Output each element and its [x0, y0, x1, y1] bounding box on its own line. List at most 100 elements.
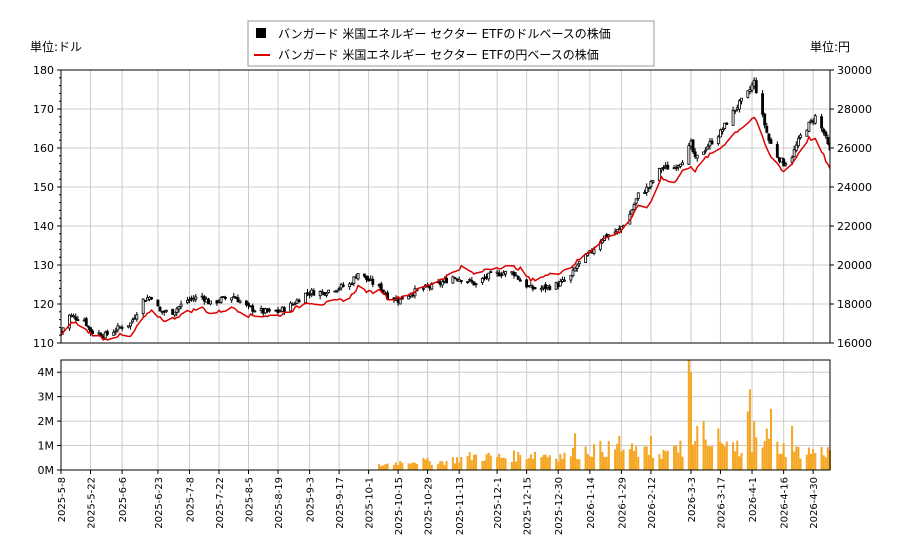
candle-body: [767, 133, 771, 141]
candle-body: [796, 137, 800, 147]
volume-bar: [504, 458, 507, 470]
candle-body: [194, 296, 198, 300]
volume-bar: [696, 426, 699, 470]
candle-body: [649, 181, 653, 187]
volume-bar: [769, 408, 773, 470]
volume-bar: [483, 460, 486, 470]
volume-bar: [687, 360, 690, 470]
candle-body: [362, 273, 366, 277]
right-tick-label: 16000: [837, 337, 872, 350]
legend-label-yen: バンガード 米国エネルギー セクター ETFの円ベースの株価: [278, 47, 599, 62]
candle-body: [647, 187, 651, 189]
volume-bar: [460, 457, 463, 470]
candle-body: [725, 122, 729, 125]
volume-frame: [60, 359, 831, 471]
candle-body: [746, 90, 750, 98]
volume-bar: [563, 452, 566, 470]
volume-bar: [593, 444, 596, 470]
candle-body: [765, 125, 769, 133]
candle-body: [223, 296, 227, 299]
volume-bar: [590, 456, 593, 470]
volume-bar: [782, 443, 785, 470]
volume-bar: [437, 464, 440, 470]
volume-bar: [430, 464, 433, 470]
candle-body: [678, 163, 682, 167]
left-tick-label: 110: [33, 337, 54, 350]
candle-body: [293, 303, 297, 306]
volume-bar: [472, 454, 475, 470]
volume-bar: [753, 421, 756, 470]
candle-body: [706, 146, 710, 150]
volume-bar: [384, 464, 387, 470]
volume-bar: [649, 435, 652, 470]
volume-bar: [614, 449, 617, 470]
volume-bar: [618, 435, 621, 470]
volume-bar: [755, 437, 758, 470]
candle-body: [514, 274, 518, 277]
volume-bar: [512, 450, 515, 470]
volume-bar: [392, 464, 395, 470]
x-tick-label: 2025-9-17: [335, 477, 346, 529]
candle-body: [691, 139, 695, 153]
volume-bar: [736, 440, 739, 470]
right-tick-label: 28000: [837, 103, 872, 116]
volume-bar: [502, 457, 505, 470]
candle-body: [824, 131, 828, 137]
x-tick-label: 2025-8-5: [245, 477, 256, 522]
candle-body: [504, 270, 507, 275]
volume-bar: [761, 447, 764, 470]
volume-bar: [481, 460, 484, 470]
volume-bar: [394, 462, 398, 470]
volume-bar: [805, 454, 808, 470]
candle-body: [525, 279, 529, 288]
candle-body: [826, 137, 830, 144]
volume-bar: [548, 455, 551, 470]
volume-bar: [791, 426, 794, 470]
volume-bar: [780, 453, 783, 470]
volume-bar: [401, 462, 404, 470]
candle-body: [156, 299, 160, 307]
price-plot-area: [60, 69, 831, 344]
candle-body: [164, 310, 168, 313]
volume-bar: [487, 452, 490, 470]
volume-bar: [692, 444, 695, 470]
candle-body: [569, 275, 573, 281]
volume-bar: [643, 446, 646, 470]
x-tick-label: 2026-4-1: [748, 477, 759, 522]
candle-body: [487, 272, 491, 280]
volume-bar: [515, 461, 518, 470]
x-tick-label: 2026-4-30: [809, 477, 820, 529]
candle-body: [129, 322, 132, 327]
volume-bar: [607, 441, 610, 470]
volume-bar: [666, 450, 669, 470]
x-tick-label: 2025-7-8: [186, 477, 197, 522]
volume-bar: [795, 446, 798, 470]
volume-bar: [571, 447, 574, 470]
volume-bar: [378, 463, 381, 470]
candle-body: [114, 330, 118, 333]
x-tick-label: 2025-12-30: [554, 477, 565, 535]
candle-body: [253, 310, 257, 313]
candle-body: [466, 281, 470, 283]
legend: バンガード 米国エネルギー セクター ETFのドルベースの株価 バンガード 米国…: [247, 20, 655, 67]
candle-body: [782, 158, 786, 167]
candle-body: [76, 319, 80, 321]
volume-bar: [721, 443, 724, 470]
candle-body: [731, 109, 735, 126]
candle-body: [91, 330, 95, 334]
volume-bar: [725, 441, 728, 470]
volume-bar: [426, 457, 429, 470]
volume-bar: [557, 461, 560, 470]
volume-bar: [531, 458, 534, 470]
volume-bar: [527, 458, 530, 470]
legend-label-dollar: バンガード 米国エネルギー セクター ETFのドルベースの株価: [278, 26, 611, 41]
volume-bar: [576, 458, 579, 470]
candle-body: [341, 284, 345, 287]
candle-body: [325, 293, 328, 296]
volume-bar: [555, 458, 558, 470]
volume-bar: [443, 464, 446, 470]
volume-bar: [489, 455, 492, 470]
candle-body: [440, 281, 444, 286]
volume-bar: [664, 451, 667, 470]
